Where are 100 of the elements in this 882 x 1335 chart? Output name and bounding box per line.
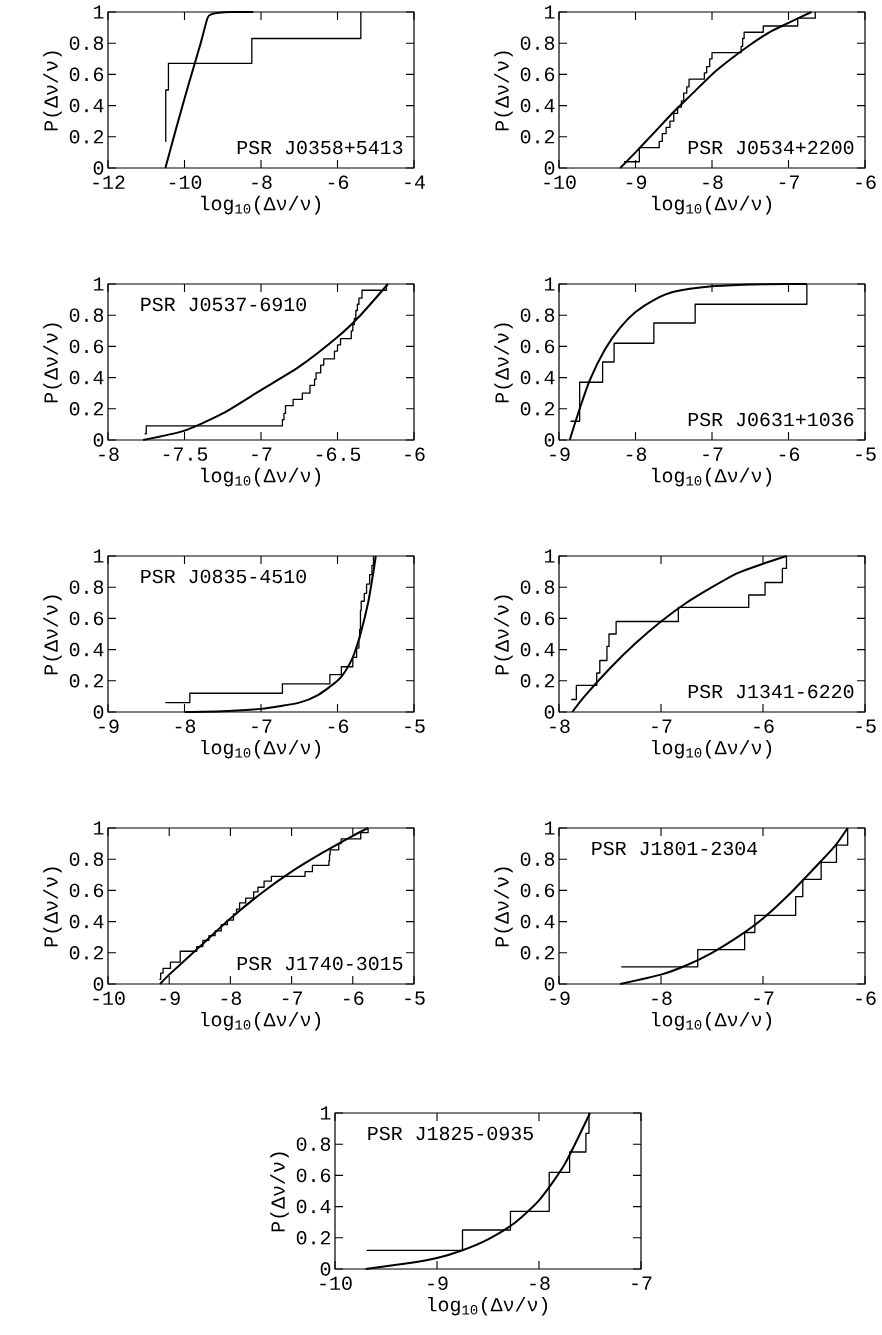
y-tick-label: 0.4 xyxy=(69,642,104,657)
x-tick-label: -6 xyxy=(779,447,800,462)
y-tick-label: 1 xyxy=(320,1106,331,1120)
y-tick-label: 0.6 xyxy=(69,339,104,354)
x-axis-title: log$_{10}$(Δν/ν) xyxy=(652,739,772,759)
y-tick-label: 0 xyxy=(544,433,555,447)
y-tick-label: 0.4 xyxy=(520,98,555,113)
y-tick-label: 1 xyxy=(93,5,104,19)
y-tick-label: 0.8 xyxy=(69,580,104,594)
y-tick-label: 0 xyxy=(320,1262,331,1276)
x-axis-title: log$_{10}$(Δν/ν) xyxy=(201,467,321,487)
x-tick-label: -4 xyxy=(405,175,425,189)
y-tick-label: 0.2 xyxy=(69,130,104,144)
x-tick-label: -7 xyxy=(252,447,272,461)
x-axis-title: log$_{10}$(Δν/ν) xyxy=(652,467,772,487)
y-tick-label: 0.2 xyxy=(69,946,104,960)
y-tick-label: 0.8 xyxy=(69,36,104,50)
x-tick-label: -8 xyxy=(550,719,570,734)
y-tick-label: 0.2 xyxy=(520,674,555,688)
x-tick-label: -6 xyxy=(328,175,349,190)
y-tick-label: 1 xyxy=(544,5,555,19)
x-tick-label: -9 xyxy=(99,719,119,734)
annotation: PSR J0537-6910 xyxy=(141,297,306,312)
y-tick-label: 0.4 xyxy=(69,370,104,385)
x-tick-label: -8 xyxy=(652,991,672,1006)
y-tick-label: 0.2 xyxy=(69,402,104,416)
x-tick-label: -9 xyxy=(626,175,647,190)
x-tick-label: -9 xyxy=(428,1276,448,1291)
y-tick-label: 0.6 xyxy=(69,883,104,898)
y-tick-label: 0.4 xyxy=(69,98,104,113)
x-axis-title: log$_{10}$(Δν/ν) xyxy=(652,1011,772,1031)
y-tick-label: 0.6 xyxy=(520,611,555,626)
y-tick-label: 0 xyxy=(544,705,555,719)
y-tick-label: 1 xyxy=(544,277,555,291)
annotation: PSR J0358+5413 xyxy=(237,140,403,155)
x-tick-label: -10 xyxy=(320,1276,352,1291)
y-tick-label: 0.8 xyxy=(296,1137,331,1151)
y-tick-label: 1 xyxy=(93,821,104,835)
y-tick-label: 0.6 xyxy=(69,67,104,82)
x-tick-label: -7 xyxy=(252,719,272,733)
x-tick-label: -6 xyxy=(405,447,425,462)
x-tick-label: -6 xyxy=(754,719,774,734)
y-tick-label: 0.2 xyxy=(520,402,555,416)
y-axis-title: P(Δν/ν) xyxy=(270,1152,289,1232)
y-tick-label: 0 xyxy=(93,977,104,991)
annotation: PSR J1825-0935 xyxy=(368,1126,533,1141)
y-axis-title: P(Δν/ν) xyxy=(494,595,513,675)
annotation: PSR J1740-3015 xyxy=(237,956,403,971)
x-tick-label: -9 xyxy=(160,991,180,1006)
x-axis-title: log$_{10}$(Δν/ν) xyxy=(652,195,772,215)
y-tick-label: 0.8 xyxy=(520,580,555,594)
y-tick-label: 1 xyxy=(544,549,555,563)
x-tick-label: -8 xyxy=(703,175,723,190)
y-tick-label: 1 xyxy=(93,277,104,291)
x-axis-title: log$_{10}$(Δν/ν) xyxy=(201,739,321,759)
annotation: PSR J0835-4510 xyxy=(141,569,306,584)
x-tick-label: -5 xyxy=(405,719,425,733)
y-tick-label: 0.6 xyxy=(296,1168,331,1183)
x-tick-label: -6.5 xyxy=(316,447,361,462)
y-axis-title: P(Δν/ν) xyxy=(494,323,513,403)
x-tick-label: -7 xyxy=(632,1276,652,1290)
x-tick-label: -8 xyxy=(626,447,647,462)
y-tick-label: 1 xyxy=(544,821,555,835)
y-tick-label: 0 xyxy=(93,705,104,719)
x-tick-label: -10 xyxy=(544,175,576,190)
y-axis-title: P(Δν/ν) xyxy=(494,867,513,947)
x-tick-label: -6 xyxy=(856,991,876,1006)
x-tick-label: -12 xyxy=(93,175,125,189)
annotation: PSR J1801-2304 xyxy=(592,841,758,856)
y-tick-label: 0.4 xyxy=(520,370,555,385)
x-tick-label: -5 xyxy=(856,719,876,733)
x-tick-label: -7.5 xyxy=(163,447,208,461)
y-axis-title: P(Δν/ν) xyxy=(43,595,62,675)
y-axis-title: P(Δν/ν) xyxy=(43,323,62,403)
annotation: PSR J0534+2200 xyxy=(688,140,854,155)
x-tick-label: -6 xyxy=(344,991,364,1006)
y-axis-title: P(Δν/ν) xyxy=(43,867,62,947)
y-tick-label: 0.6 xyxy=(520,883,555,898)
y-tick-label: 0.4 xyxy=(69,914,104,929)
y-tick-label: 0.4 xyxy=(520,642,555,657)
y-axis-title: P(Δν/ν) xyxy=(43,51,62,131)
y-tick-label: 0 xyxy=(93,433,104,447)
y-tick-label: 0.2 xyxy=(69,674,104,688)
x-tick-label: -9 xyxy=(550,447,570,462)
x-tick-label: -7 xyxy=(754,991,774,1005)
annotation: PSR J0631+1036 xyxy=(688,412,854,427)
x-tick-label: -8 xyxy=(221,991,242,1006)
x-tick-label: -7 xyxy=(652,719,672,733)
x-axis-title: log$_{10}$(Δν/ν) xyxy=(201,195,321,215)
y-tick-label: 0 xyxy=(93,161,104,175)
x-tick-label: -6 xyxy=(856,175,876,190)
x-tick-label: -5 xyxy=(405,991,425,1005)
y-tick-label: 0.6 xyxy=(520,339,555,354)
x-tick-label: -8 xyxy=(252,175,272,190)
y-tick-label: 0.4 xyxy=(520,914,555,929)
annotation: PSR J1341-6220 xyxy=(688,684,854,699)
x-tick-label: -9 xyxy=(550,991,570,1006)
x-axis-title: log$_{10}$(Δν/ν) xyxy=(428,1296,548,1316)
y-tick-label: 0.8 xyxy=(520,36,555,50)
x-tick-label: -10 xyxy=(169,175,202,190)
